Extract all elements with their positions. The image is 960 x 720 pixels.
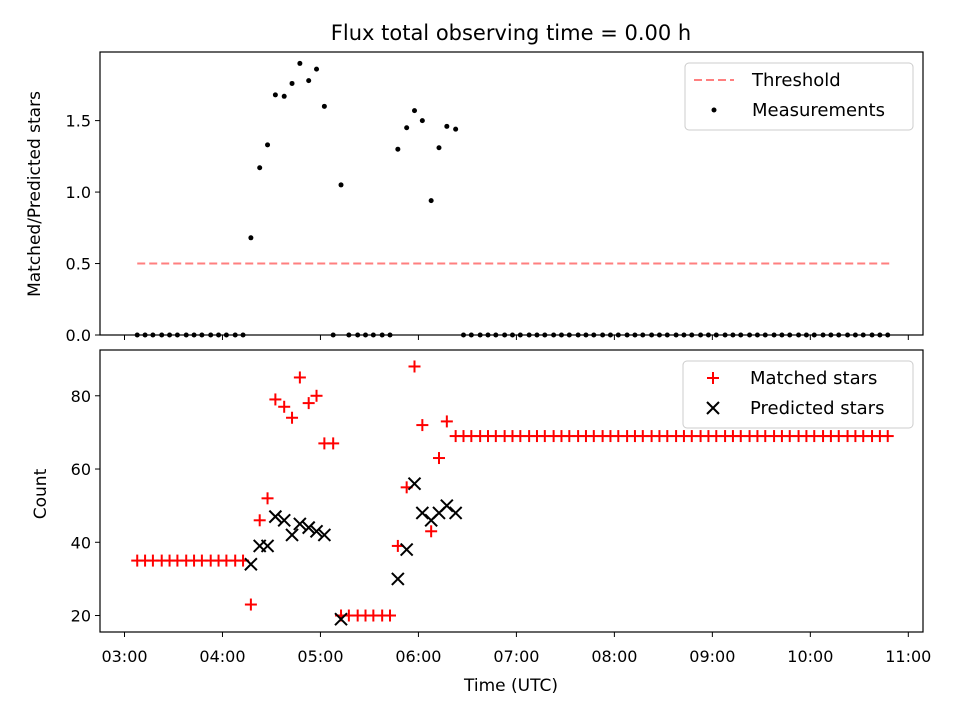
predicted-star-point [399,542,414,557]
top-y-tick-label: 0.5 [66,255,91,274]
matched-star-point [408,360,421,373]
legend-measurements-marker [711,107,717,113]
top-y-axis-label: Matched/Predicted stars [25,91,45,297]
measurement-point [297,60,303,66]
x-tick-label: 03:00 [101,647,147,666]
matched-star-point [881,430,894,443]
x-tick-label: 06:00 [395,647,441,666]
x-tick-label: 07:00 [493,647,539,666]
legend-predicted-marker [706,401,720,415]
matched-star-point [425,525,438,538]
x-axis-label: Time (UTC) [463,676,558,696]
bottom-y-tick-label: 60 [71,460,91,479]
legend-matched-label: Matched stars [750,368,877,389]
x-tick-label: 09:00 [689,647,735,666]
legend-matched-marker [707,372,719,384]
bottom-x-ticks: 03:00 04:00 05:00 06:00 07:00 08:00 09:00 10:00… [101,632,931,666]
bottom-y-axis-label: Count [31,468,51,519]
measurement-point [321,103,327,109]
measurement-point [444,123,450,129]
bottom-axes-frame [99,349,924,633]
x-tick-label: 08:00 [591,647,637,666]
matched-star-point [440,415,453,428]
predicted-star-point [277,513,291,528]
bottom-y-tick-label: 20 [71,607,91,626]
bottom-y-tick-label: 40 [71,533,91,552]
measurement-point [395,146,401,152]
x-tick-label: 04:00 [199,647,245,666]
top-y-tick-label: 1.5 [66,112,91,131]
legend-measurements-label: Measurements [752,100,885,121]
top-y-tick-label: 1.0 [66,183,91,202]
predicted-star-point [448,506,463,520]
predicted-star-point [317,528,332,542]
predicted-star-point [268,509,283,524]
measurement-point [419,118,425,124]
matched-star-point [261,492,274,505]
bottom-y-tick-label: 80 [71,387,91,406]
matched-star-point [310,389,323,402]
matched-star-point [432,452,445,465]
top-x-ticks [123,335,909,340]
matched-star-point [302,397,315,410]
legend-predicted-label: Predicted stars [750,398,884,419]
x-tick-label: 11:00 [885,647,931,666]
measurement-point [453,126,459,132]
measurement-point [248,235,254,241]
bottom-marks [131,360,894,626]
top-y-tick-label: 0.0 [66,326,91,345]
predicted-star-point [309,524,324,538]
predicted-star-point [391,572,405,586]
measurement-point [404,125,410,131]
top-legend-box [684,62,914,131]
measurement-point [289,80,295,86]
matched-star-point [278,400,291,413]
top-axes-frame [99,51,924,336]
predicted-star-point [293,517,307,531]
measurement-point [436,145,442,151]
matched-star-point [244,598,257,611]
x-tick-label: 10:00 [787,647,833,666]
matched-star-point [384,609,397,622]
predicted-star-point [334,612,348,626]
measurement-point [412,108,418,114]
legend-threshold-label: Threshold [751,70,841,91]
predicted-star-point [415,506,430,520]
measurement-point [428,198,434,204]
bottom-legend: Matched stars Predicted stars [682,360,914,429]
matched-star-point [253,514,266,527]
measurement-point [314,66,320,72]
top-legend: Threshold Measurements [684,62,914,131]
top-y-ticks: 0.0 0.5 1.0 1.5 [66,112,100,345]
measurement-point [265,142,271,148]
measurement-point [272,92,278,98]
measurement-point [306,78,312,84]
top-panel: 0.0 0.5 1.0 1.5 Matched/Predicted stars Thr… [25,51,924,345]
bottom-legend-box [682,360,914,429]
matched-star-point [327,437,340,450]
bottom-y-ticks: 20 40 60 80 [71,387,100,626]
predicted-star-point [440,498,454,513]
predicted-star-point [407,476,422,491]
measurement-point [257,165,263,171]
predicted-star-point [244,557,258,571]
measurement-point [281,93,287,99]
matched-star-point [416,419,429,432]
matched-star-point [286,411,299,424]
matched-star-point [269,393,282,406]
x-tick-label: 05:00 [297,647,343,666]
predicted-star-point [301,520,316,535]
top-chart-title: Flux total observing time = 0.00 h [331,21,691,45]
predicted-star-point [260,539,275,553]
matched-star-point [293,371,306,384]
measurement-point [338,182,344,188]
predicted-star-point [285,528,299,542]
